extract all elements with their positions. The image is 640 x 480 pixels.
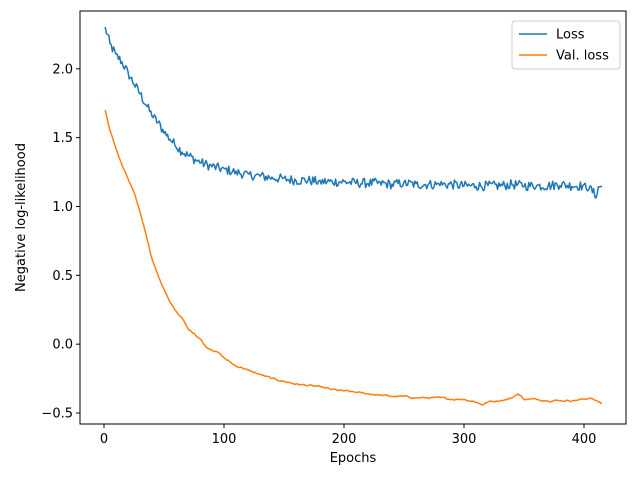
plot-lines — [104, 26, 603, 406]
y-tick-label: 1.5 — [52, 131, 73, 146]
plot-frame — [79, 10, 627, 425]
y-tick-label: 1.0 — [52, 200, 73, 215]
x-tick-label: 100 — [212, 432, 237, 447]
y-axis-ticks: −0.5 0.0 0.5 1.0 1.5 2.0 — [41, 62, 80, 421]
legend: Loss Val. loss — [511, 20, 621, 70]
legend-label-val-loss: Val. loss — [556, 49, 609, 64]
y-tick-label: 2.0 — [52, 62, 73, 77]
y-tick-label: 0.0 — [52, 338, 73, 353]
y-axis-label: Negative log-likelihood — [14, 143, 29, 292]
legend-box — [511, 20, 621, 70]
x-tick-label: 200 — [332, 432, 357, 447]
x-tick-label: 400 — [572, 432, 597, 447]
series-line-val-loss — [104, 109, 603, 406]
series-line-loss — [104, 26, 603, 199]
x-axis-ticks: 0 100 200 300 400 — [100, 424, 597, 447]
x-tick-label: 0 — [100, 432, 108, 447]
y-tick-label: 0.5 — [52, 269, 73, 284]
y-tick-label: −0.5 — [41, 406, 73, 421]
x-axis-label: Epochs — [330, 451, 377, 466]
legend-label-loss: Loss — [556, 28, 585, 43]
x-tick-label: 300 — [452, 432, 477, 447]
